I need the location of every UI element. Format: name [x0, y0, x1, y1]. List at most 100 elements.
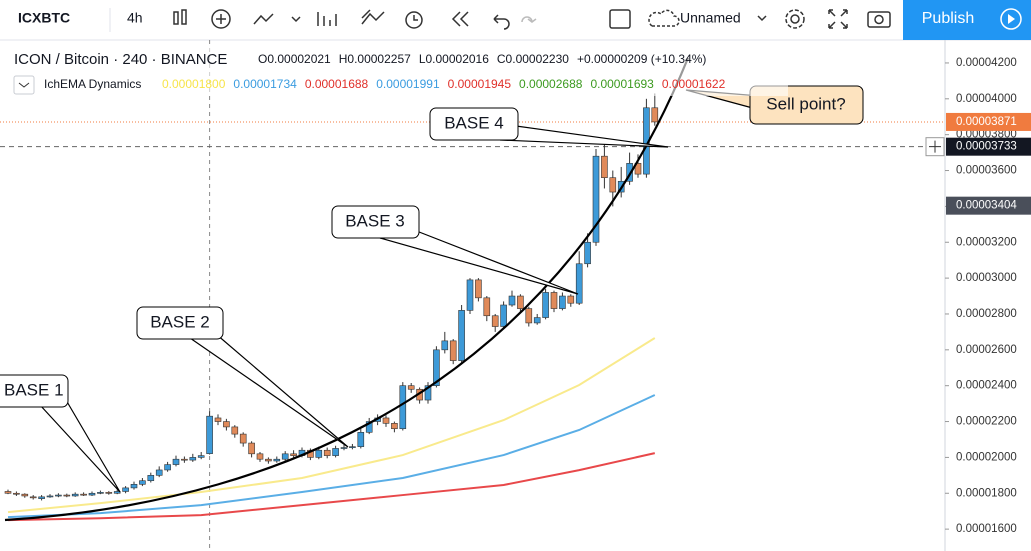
candle-body — [357, 432, 365, 447]
indicator-value: 0.00001622 — [662, 77, 726, 91]
legend-toggle[interactable] — [13, 75, 35, 95]
candle-body — [323, 449, 331, 456]
indicator-value: 0.00001693 — [590, 77, 654, 91]
candle-body — [475, 279, 482, 299]
ema-line — [7, 337, 656, 514]
y-tick-label: 0.00001600 — [956, 523, 1017, 535]
candle-body — [441, 340, 449, 351]
candle-body — [483, 297, 491, 317]
candle-body — [197, 455, 205, 458]
callout-text: Sell point? — [766, 94, 845, 113]
candle-body — [449, 340, 457, 361]
candle-body — [567, 295, 575, 304]
candle-body — [155, 469, 163, 476]
candle-body — [13, 492, 20, 495]
candle-body — [281, 453, 289, 460]
y-tick-label: 0.00002000 — [956, 451, 1017, 463]
toolbar — [0, 0, 1031, 40]
y-tick-label: 0.00002400 — [956, 380, 1017, 392]
candle-body — [88, 492, 96, 496]
candle-body — [575, 263, 583, 304]
indicator-values: 0.00001800 0.00001734 0.00001688 0.00001991… — [162, 77, 726, 91]
callout-text: BASE 3 — [345, 211, 405, 230]
candle-body — [634, 163, 642, 175]
candle-body — [265, 458, 272, 462]
candle-body — [164, 464, 171, 471]
candle-body — [508, 295, 516, 306]
layout-name[interactable]: Unnamed — [680, 10, 741, 26]
ohlc-values: O0.00002021 H0.00002257 L0.00002016 C0.0000… — [258, 52, 706, 66]
candle-body — [382, 417, 390, 424]
toolbar-icons[interactable] — [173, 9, 891, 30]
price-label-bg — [946, 196, 1031, 215]
symbol[interactable]: ICXBTC — [18, 10, 70, 26]
candle-body — [21, 493, 29, 497]
publish-button[interactable] — [903, 0, 993, 40]
candle-body — [147, 475, 155, 482]
candle-body — [315, 449, 323, 458]
price-label: 0.00003733 — [956, 141, 1017, 153]
candle-body — [500, 304, 507, 327]
callout-box — [331, 205, 420, 239]
y-tick-label: 0.00003600 — [956, 165, 1017, 177]
replay-icon — [1000, 8, 1022, 30]
ohlc-value: L0.00002016 — [419, 52, 489, 66]
candle-body — [71, 493, 79, 497]
interval[interactable]: 4h — [127, 10, 143, 26]
ohlc-value: H0.00002257 — [339, 52, 411, 66]
legend-title: ICON / Bitcoin · 240 · BINANCE — [14, 51, 227, 68]
legend-bg — [8, 48, 788, 96]
candle-body — [130, 484, 138, 489]
change-value: +0.00000209 (+10.34%) — [577, 52, 706, 66]
candle-body — [231, 426, 239, 435]
candle-body — [172, 458, 180, 465]
candle-body — [189, 457, 197, 461]
candle-body — [399, 385, 407, 430]
y-tick-label: 0.00004000 — [956, 93, 1017, 105]
crosshair-plus — [929, 140, 941, 153]
candle-body — [248, 442, 255, 455]
candle-body — [4, 491, 12, 494]
callout-box — [136, 306, 224, 340]
candle-body — [214, 417, 222, 422]
y-tick-label: 0.00002200 — [956, 416, 1017, 428]
candle-body — [592, 155, 600, 243]
candle-body — [63, 494, 71, 497]
price-label-bg — [946, 137, 1031, 156]
parabolic-curve — [4, 57, 690, 522]
indicator-value: 0.00002688 — [519, 77, 583, 91]
candle-body — [80, 493, 87, 496]
indicator-value: 0.00001734 — [233, 77, 297, 91]
y-tick-label: 0.00002800 — [956, 308, 1017, 320]
candle-body — [466, 279, 474, 311]
candle-body — [626, 163, 633, 182]
callout-text: BASE 4 — [444, 113, 504, 132]
candle-body — [290, 453, 297, 456]
callout-box — [0, 374, 69, 408]
candle-body — [273, 458, 281, 462]
indicator-value: 0.00001800 — [162, 77, 226, 91]
publish-label[interactable]: Publish — [922, 10, 974, 27]
legend-toggle-icon — [18, 82, 30, 88]
indicator-value: 0.00001688 — [305, 77, 369, 91]
candle-body — [349, 446, 356, 448]
candle-body — [365, 421, 373, 433]
candle-body — [256, 453, 264, 460]
indicator-value: 0.00001945 — [448, 77, 512, 91]
callout-text: BASE 2 — [150, 312, 210, 331]
callout-pointers — [39, 89, 761, 493]
y-tick-label: 0.00004200 — [956, 57, 1017, 69]
candle-body — [458, 310, 465, 361]
candle-body — [601, 155, 608, 179]
candle-body — [46, 495, 54, 498]
candle-body — [517, 295, 524, 309]
candle-body — [239, 433, 247, 444]
price-label: 0.00003871 — [956, 116, 1017, 128]
candle-body — [533, 317, 541, 324]
callout-box — [429, 107, 519, 141]
candle-body — [407, 385, 415, 390]
callout-text: BASE 1 — [4, 380, 64, 399]
y-tick-label: 0.00001800 — [956, 487, 1017, 499]
candle-body — [113, 491, 121, 494]
